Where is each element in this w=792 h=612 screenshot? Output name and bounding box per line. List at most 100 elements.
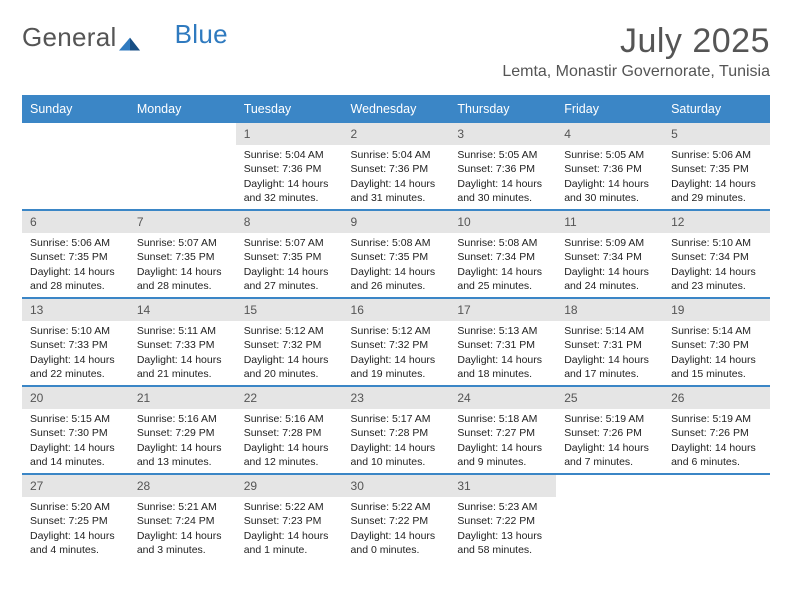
day-number: 2 — [343, 123, 450, 145]
day-number: 25 — [556, 387, 663, 409]
day-content: Sunrise: 5:07 AMSunset: 7:35 PMDaylight:… — [236, 233, 343, 297]
day-content: Sunrise: 5:22 AMSunset: 7:23 PMDaylight:… — [236, 497, 343, 561]
sunset-line: Sunset: 7:26 PM — [564, 427, 642, 439]
weekday-header: Sunday — [22, 96, 129, 122]
calendar-cell: 19Sunrise: 5:14 AMSunset: 7:30 PMDayligh… — [663, 298, 770, 386]
sunset-line: Sunset: 7:24 PM — [137, 515, 215, 527]
day-number: 18 — [556, 299, 663, 321]
weekday-header: Tuesday — [236, 96, 343, 122]
calendar-cell: 12Sunrise: 5:10 AMSunset: 7:34 PMDayligh… — [663, 210, 770, 298]
sunrise-line: Sunrise: 5:22 AM — [244, 501, 324, 513]
weekday-header: Saturday — [663, 96, 770, 122]
calendar-cell: 25Sunrise: 5:19 AMSunset: 7:26 PMDayligh… — [556, 386, 663, 474]
sunset-line: Sunset: 7:22 PM — [351, 515, 429, 527]
sunset-line: Sunset: 7:35 PM — [137, 251, 215, 263]
calendar-cell: 17Sunrise: 5:13 AMSunset: 7:31 PMDayligh… — [449, 298, 556, 386]
sunrise-line: Sunrise: 5:05 AM — [457, 149, 537, 161]
day-content: Sunrise: 5:05 AM Sunset: 7:36 PM Daylight:… — [449, 145, 556, 209]
day-number: 29 — [236, 475, 343, 497]
sunset-line: Sunset: 7:36 PM — [244, 163, 322, 175]
daylight-line: Daylight: 14 hours and 9 minutes. — [457, 442, 542, 468]
sunrise-line: Sunrise: 5:16 AM — [137, 413, 217, 425]
daylight-line: Daylight: 14 hours and 28 minutes. — [30, 266, 115, 292]
day-content: Sunrise: 5:08 AMSunset: 7:34 PMDaylight:… — [449, 233, 556, 297]
day-number: 28 — [129, 475, 236, 497]
calendar-cell: 7Sunrise: 5:07 AMSunset: 7:35 PMDaylight… — [129, 210, 236, 298]
sunrise-line: Sunrise: 5:13 AM — [457, 325, 537, 337]
day-content: Sunrise: 5:06 AMSunset: 7:35 PMDaylight:… — [663, 145, 770, 209]
day-number: 14 — [129, 299, 236, 321]
calendar-cell — [22, 122, 129, 210]
sunrise-line: Sunrise: 5:08 AM — [351, 237, 431, 249]
day-content: Sunrise: 5:13 AM Sunset: 7:31 PM Daylight:… — [449, 321, 556, 385]
day-content: Sunrise: 5:23 AMSunset: 7:22 PMDaylight:… — [449, 497, 556, 561]
sunrise-line: Sunrise: 5:15 AM — [30, 413, 110, 425]
sunset-line: Sunset: 7:33 PM — [137, 339, 215, 351]
sunset-line: Sunset: 7:34 PM — [457, 251, 535, 263]
sunrise-line: Sunrise: 5:23 AM — [457, 501, 537, 513]
sunset-line: Sunset: 7:36 PM — [457, 163, 535, 175]
calendar-row: 13Sunrise: 5:10 AMSunset: 7:33 PMDayligh… — [22, 298, 770, 386]
calendar-cell: 10Sunrise: 5:08 AMSunset: 7:34 PMDayligh… — [449, 210, 556, 298]
sunrise-line: Sunrise: 5:18 AM — [457, 413, 537, 425]
calendar-cell: 24Sunrise: 5:18 AMSunset: 7:27 PMDayligh… — [449, 386, 556, 474]
daylight-line: Daylight: 14 hours and 15 minutes. — [671, 354, 756, 380]
calendar-row: 1Sunrise: 5:04 AMSunset: 7:36 PMDaylight… — [22, 122, 770, 210]
daylight-line: Daylight: 14 hours and 17 minutes. — [564, 354, 649, 380]
calendar-body: 1Sunrise: 5:04 AMSunset: 7:36 PMDaylight… — [22, 122, 770, 562]
sunrise-line: Sunrise: 5:04 AM — [351, 149, 431, 161]
daylight-line: Daylight: 14 hours and 19 minutes. — [351, 354, 436, 380]
weekday-header-row: SundayMondayTuesdayWednesdayThursdayFrid… — [22, 96, 770, 122]
daylight-line: Daylight: 14 hours and 26 minutes. — [351, 266, 436, 292]
day-number: 10 — [449, 211, 556, 233]
sunrise-line: Sunrise: 5:10 AM — [671, 237, 751, 249]
sunrise-line: Sunrise: 5:10 AM — [30, 325, 110, 337]
calendar-cell: 28Sunrise: 5:21 AMSunset: 7:24 PMDayligh… — [129, 474, 236, 562]
calendar-cell: 9Sunrise: 5:08 AMSunset: 7:35 PMDaylight… — [343, 210, 450, 298]
calendar-cell: 2Sunrise: 5:04 AMSunset: 7:36 PMDaylight… — [343, 122, 450, 210]
day-number: 3 — [449, 123, 556, 145]
calendar-cell — [556, 474, 663, 562]
day-number: 5 — [663, 123, 770, 145]
day-content: Sunrise: 5:16 AMSunset: 7:28 PMDaylight:… — [236, 409, 343, 473]
daylight-line: Daylight: 14 hours and 23 minutes. — [671, 266, 756, 292]
calendar-cell: 11Sunrise: 5:09 AMSunset: 7:34 PMDayligh… — [556, 210, 663, 298]
daylight-line: Daylight: 14 hours and 27 minutes. — [244, 266, 329, 292]
day-number: 16 — [343, 299, 450, 321]
calendar-cell: 15Sunrise: 5:12 AMSunset: 7:32 PMDayligh… — [236, 298, 343, 386]
calendar-cell: 3 Sunrise: 5:05 AM Sunset: 7:36 PM Daylight… — [449, 122, 556, 210]
day-number: 31 — [449, 475, 556, 497]
sunrise-line: Sunrise: 5:21 AM — [137, 501, 217, 513]
day-content: Sunrise: 5:14 AMSunset: 7:31 PMDaylight:… — [556, 321, 663, 385]
calendar-cell: 4Sunrise: 5:05 AMSunset: 7:36 PMDaylight… — [556, 122, 663, 210]
sunrise-line: Sunrise: 5:08 AM — [457, 237, 537, 249]
day-content: Sunrise: 5:19 AMSunset: 7:26 PMDaylight:… — [663, 409, 770, 473]
sunrise-line: Sunrise: 5:17 AM — [351, 413, 431, 425]
daylight-line: Daylight: 14 hours and 14 minutes. — [30, 442, 115, 468]
weekday-header: Wednesday — [343, 96, 450, 122]
day-content: Sunrise: 5:08 AM Sunset: 7:35 PM Daylight:… — [343, 233, 450, 297]
sunset-line: Sunset: 7:31 PM — [457, 339, 535, 351]
calendar-cell: 16Sunrise: 5:12 AMSunset: 7:32 PMDayligh… — [343, 298, 450, 386]
day-content: Sunrise: 5:10 AMSunset: 7:34 PMDaylight:… — [663, 233, 770, 297]
day-content: Sunrise: 5:05 AMSunset: 7:36 PMDaylight:… — [556, 145, 663, 209]
daylight-line: Daylight: 14 hours and 18 minutes. — [457, 354, 542, 380]
day-number: 22 — [236, 387, 343, 409]
page-title: July 2025 — [502, 22, 770, 61]
day-content: Sunrise: 5:06 AMSunset: 7:35 PMDaylight:… — [22, 233, 129, 297]
sunset-line: Sunset: 7:35 PM — [351, 251, 429, 263]
calendar-cell: 23Sunrise: 5:17 AMSunset: 7:28 PMDayligh… — [343, 386, 450, 474]
weekday-header: Thursday — [449, 96, 556, 122]
daylight-line: Daylight: 14 hours and 21 minutes. — [137, 354, 222, 380]
daylight-line: Daylight: 14 hours and 28 minutes. — [137, 266, 222, 292]
day-number: 15 — [236, 299, 343, 321]
daylight-line: Daylight: 14 hours and 30 minutes. — [457, 178, 542, 204]
sunset-line: Sunset: 7:31 PM — [564, 339, 642, 351]
daylight-line: Daylight: 14 hours and 30 minutes. — [564, 178, 649, 204]
day-number: 11 — [556, 211, 663, 233]
day-content: Sunrise: 5:04 AMSunset: 7:36 PMDaylight:… — [236, 145, 343, 209]
day-content: Sunrise: 5:12 AMSunset: 7:32 PMDaylight:… — [236, 321, 343, 385]
sunset-line: Sunset: 7:36 PM — [564, 163, 642, 175]
sunset-line: Sunset: 7:35 PM — [30, 251, 108, 263]
sunrise-line: Sunrise: 5:20 AM — [30, 501, 110, 513]
